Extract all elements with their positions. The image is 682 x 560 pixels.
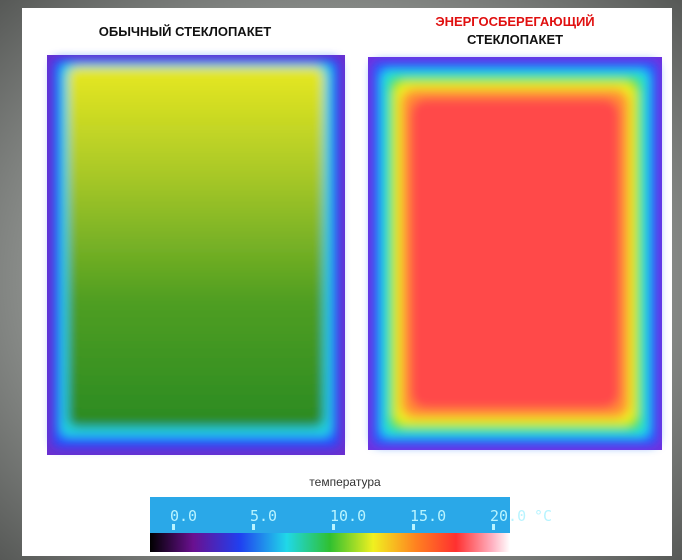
infographic: ОБЫЧНЫЙ СТЕКЛОПАКЕТ ЭНЕРГОСБЕРЕГАЮЩИЙ СТ… xyxy=(0,0,682,560)
scale-label: 15.0 xyxy=(410,507,446,525)
scale-tick xyxy=(412,524,415,530)
scale-tick xyxy=(332,524,335,530)
thermal-energy xyxy=(368,57,662,450)
scale-tick xyxy=(172,524,175,530)
right-title-2: СТЕКЛОПАКЕТ xyxy=(467,32,563,47)
right-title-1: ЭНЕРГОСБЕРЕГАЮЩИЙ xyxy=(435,14,594,29)
color-scale: 0.0 5.0 10.0 15.0 20.0 °C xyxy=(150,497,552,552)
scale-label: 5.0 xyxy=(250,507,277,525)
thermal-regular xyxy=(47,55,345,455)
scale-tick xyxy=(252,524,255,530)
scale-label: 20.0 xyxy=(490,507,526,525)
scale-label: 0.0 xyxy=(170,507,197,525)
scale-label: 10.0 xyxy=(330,507,366,525)
scale-title: температура xyxy=(309,475,381,489)
page: ОБЫЧНЫЙ СТЕКЛОПАКЕТ ЭНЕРГОСБЕРЕГАЮЩИЙ СТ… xyxy=(0,0,682,560)
left-title: ОБЫЧНЫЙ СТЕКЛОПАКЕТ xyxy=(99,24,272,39)
scale-unit: °C xyxy=(534,507,552,525)
scale-tick xyxy=(492,524,495,530)
